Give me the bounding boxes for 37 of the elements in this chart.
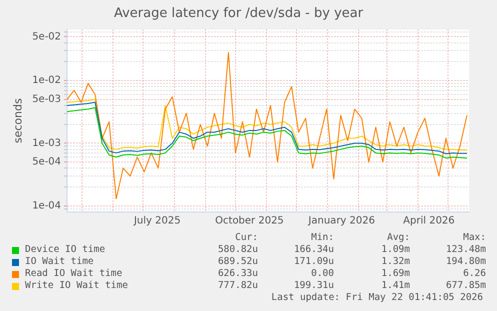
text: 166.34u xyxy=(292,244,334,256)
text: Last update: Fri May 22 01:41:05 2026 xyxy=(271,292,483,303)
text: Avg: xyxy=(386,232,410,244)
text: 0.00 xyxy=(310,268,334,280)
x-tick-label: January 2026 xyxy=(307,216,375,227)
x-tick-label: April 2026 xyxy=(403,216,455,227)
y-tick-label: 5e-03 xyxy=(32,94,62,106)
text: 1.09m xyxy=(380,244,410,256)
text: 1.69m xyxy=(380,268,410,280)
text: 1.32m xyxy=(380,256,410,268)
y-tick-label: 5e-04 xyxy=(32,156,62,168)
legend-label: Device IO time xyxy=(25,244,106,256)
text: 171.09u xyxy=(292,256,334,268)
text: 194.80m xyxy=(444,256,486,268)
text: 199.31u xyxy=(292,280,334,292)
y-axis-title: seconds xyxy=(11,98,24,144)
text: 626.33u xyxy=(216,268,258,280)
x-tick-label: October 2025 xyxy=(215,216,284,227)
text: 777.82u xyxy=(216,280,258,292)
text: Max: xyxy=(462,232,486,244)
text: 1.41m xyxy=(380,280,410,292)
text: Cur: xyxy=(234,232,258,244)
text: 123.48m xyxy=(444,244,486,256)
y-tick-label: 1e-04 xyxy=(32,200,62,212)
x-tick-label: July 2025 xyxy=(132,216,181,227)
legend-label: Write IO Wait time xyxy=(25,280,128,292)
y-tick-label: 1e-03 xyxy=(32,138,62,149)
y-tick-label: 5e-02 xyxy=(32,31,62,42)
text: 689.52u xyxy=(216,256,258,268)
chart-title: Average latency for /dev/sda - by year xyxy=(114,6,364,22)
text: 580.82u xyxy=(216,244,258,256)
legend-label: IO Wait time xyxy=(25,256,94,268)
y-tick-label: 1e-02 xyxy=(32,75,62,86)
text: 6.26 xyxy=(462,268,486,280)
text: Min: xyxy=(310,232,334,244)
text: 677.85m xyxy=(444,280,486,292)
legend-label: Read IO Wait time xyxy=(25,268,122,280)
